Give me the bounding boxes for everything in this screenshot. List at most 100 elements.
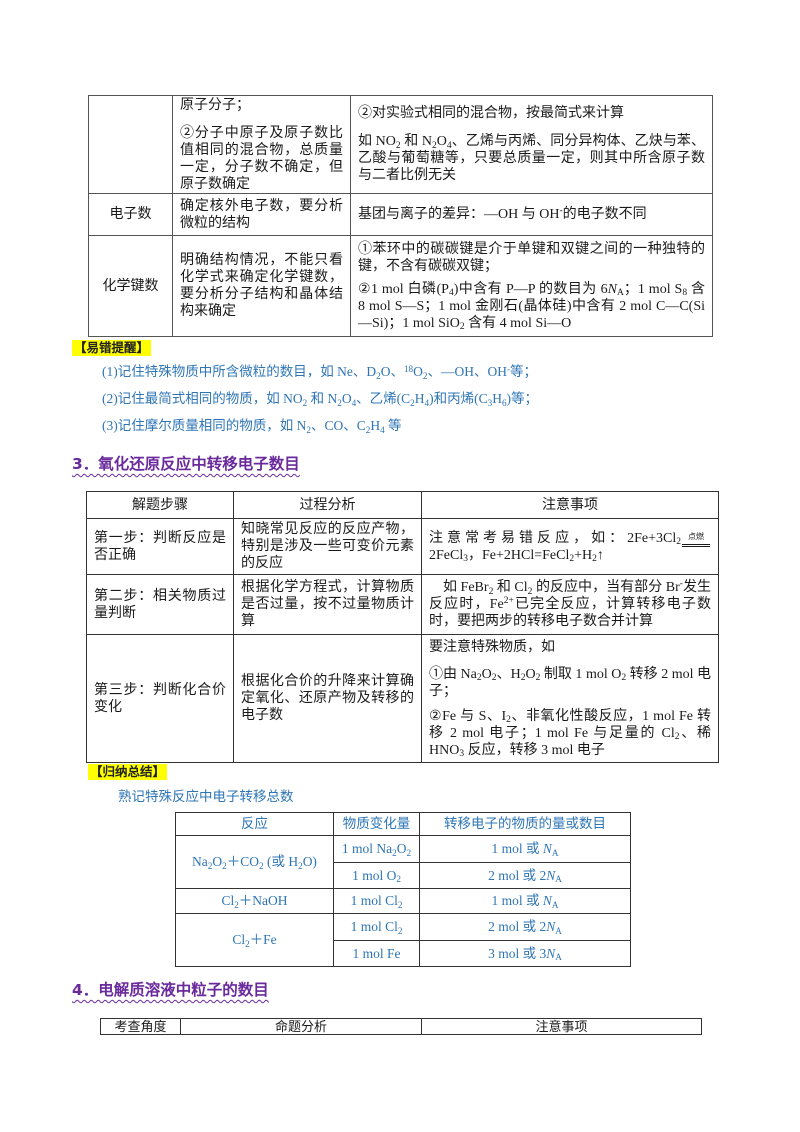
subscript: 2 [259,860,264,871]
reaction-cell: Cl2＋NaOH [175,888,334,914]
transfer-cell: 1 mol 或 NA [419,835,631,863]
superscript: - [679,579,683,590]
subscript: 2 [207,860,213,871]
italic-symbol: N [607,281,617,297]
subscript: 2 [592,554,597,565]
subscript: 2 [535,673,541,684]
subscript: 2 [674,732,680,743]
notes-cell: ①苯环中的碳碳键是介于单键和双键之间的一种独特的键，不含有碳碳双键； ②1 mo… [350,235,713,337]
table-row: 电子数 确定核外电子数，要分析微粒的结构 基团与离子的差异：—OH 与 OH-的… [88,193,713,236]
column-header: 注意事项 [421,1018,702,1035]
notes-text: 要注意特殊物质，如 [429,639,555,655]
analysis-cell: 根据化合价的升降来计算确定氧化、还原产物及转移的电子数 [233,634,422,763]
notes-cell: ②对实验式相同的混合物，按最简式来计算 如 NO2 和 N2O4、乙烯与丙烯、同… [350,95,713,194]
subscript: 2 [392,847,397,858]
tip-item: (2)记住最简式相同的物质，如 NO2 和 N2O4、乙烯(C2H4)和丙烯(C… [102,391,539,408]
italic-symbol: N [542,893,552,908]
subscript: 8 [682,288,688,299]
mistake-tips-label: 【易错提醒】 [72,340,152,356]
subscript: 4 [424,397,430,408]
subscript: 2 [376,370,381,381]
notes-text: ②1 mol 白磷(P4)中含有 P—P 的数目为 6NA；1 mol S8 含… [358,281,706,333]
table-row: 第二步：相关物质过量判断 根据化学方程式，计算物质是否过量，按不过量物质计算 如… [86,574,719,635]
subscript: 2 [527,586,533,597]
column-header: 命题分析 [180,1018,422,1035]
notes-text: ②Fe 与 S、I2、非氧化性酸反应，1 mol Fe 转移 2 mol 电子；… [429,708,712,760]
subscript: 2 [491,673,497,684]
section-heading: 4．电解质溶液中粒子的数目 [72,981,269,999]
subscript: 2 [569,554,575,565]
transfer-cell: 3 mol 或 3NA [419,940,631,967]
step-cell: 第一步：判断反应是否正确 [86,518,234,575]
subscript: A [555,952,562,963]
subscript: 3 [459,749,465,760]
subscript: A [551,899,559,910]
notes-cell: 如 FeBr2 和 Cl2 的反应中，当有部分 Br-发生反应时，Fe2+已完全… [421,574,719,635]
subscript: 2 [298,860,303,871]
subscript: 2 [431,140,437,151]
superscript: 2+ [503,596,514,607]
column-header: 反应 [175,812,334,836]
change-cell: 1 mol Cl2 [333,913,420,941]
column-header: 物质变化量 [333,812,420,836]
subscript: 4 [446,140,452,151]
notes-cell: 基团与离子的差异：—OH 与 OH-的电子数不同 [350,193,713,236]
table-row: 第三步：判断化合价变化 根据化合价的升降来计算确定氧化、还原产物及转移的电子数 … [86,634,719,763]
subscript: 2 [506,715,511,726]
italic-symbol: N [546,945,556,961]
table-row: Na2O2＋CO2 (或 H2O) 1 mol Na2O2 1 mol 或 NA [175,835,631,889]
column-header: 注意事项 [421,491,719,519]
step-cell: 第三步：判断化合价变化 [86,634,234,763]
subscript: 2 [396,874,401,885]
analysis-text: ②分子中原子及原子数比值相同的混合物，总质量一定，分子数不确定，但原子数确定 [180,125,343,192]
analysis-cell: 原子分子； ②分子中原子及原子数比值相同的混合物，总质量一定，分子数不确定，但原… [172,95,351,194]
aspect-cell: 化学键数 [88,235,173,337]
subscript: 6 [501,397,507,408]
italic-symbol: N [542,841,552,856]
analysis-cell: 明确结构情况，不能只看化学式来确定化学键数，要分析分子结构和晶体结构来确定 [172,235,351,337]
table-row: 原子分子； ②分子中原子及原子数比值相同的混合物，总质量一定，分子数不确定，但原… [88,95,713,194]
subscript: 2 [406,847,412,858]
subscript: A [617,288,624,299]
notes-text: ①苯环中的碳碳键是介于单键和双键之间的一种独特的键，不含有碳碳双键； [358,241,705,274]
analysis-cell: 确定核外电子数，要分析微粒的结构 [172,193,351,236]
redox-steps-table: 解题步骤 过程分析 注意事项 第一步：判断反应是否正确 知晓常见反应的反应产物，… [86,491,719,763]
reaction-condition: 点燃 [682,532,710,547]
subscript: A [555,874,562,885]
subscript: 2 [422,370,428,381]
subscript: 2 [520,673,526,684]
particle-count-table: 原子分子； ②分子中原子及原子数比值相同的混合物，总质量一定，分子数不确定，但原… [88,95,713,337]
table-row: Cl2＋NaOH 1 mol Cl2 1 mol 或 NA [175,888,631,914]
reaction-cell: Cl2＋Fe [175,913,334,967]
superscript: - [559,206,563,217]
electrolyte-table: 考查角度 命题分析 注意事项 [100,1018,702,1035]
table-header-row: 解题步骤 过程分析 注意事项 [86,491,719,519]
subscript: 2 [621,673,627,684]
subscript: A [551,847,559,858]
summary-intro: 熟记特殊反应中电子转移总数 [118,789,294,804]
table-header-row: 考查角度 命题分析 注意事项 [100,1018,702,1035]
change-cell: 1 mol O2 [333,862,420,889]
section-heading: 3．氧化还原反应中转移电子数目 [72,455,300,473]
superscript: - [506,363,511,374]
aspect-cell: 电子数 [88,193,173,236]
subscript: 2 [395,140,401,151]
notes-cell: 注意常考易错反应，如：2Fe+3Cl2点燃2FeCl3，Fe+2HCl=FeCl… [421,518,719,575]
italic-symbol: N [546,867,556,883]
analysis-text: 原子分子； [180,97,250,113]
table-header-row: 反应 物质变化量 转移电子的物质的量或数目 [175,812,631,836]
change-cell: 1 mol Na2O2 [333,835,420,863]
subscript: 4 [380,424,385,435]
subscript: A [555,925,562,936]
subscript: 2 [676,537,681,548]
subscript: 2 [476,673,482,684]
subscript: 2 [410,397,415,408]
subscript: 2 [397,925,403,936]
change-cell: 1 mol Fe [333,940,420,967]
table-row: 1 mol Fe 3 mol 或 3NA [176,940,631,967]
notes-text: 注意常考易错反应，如：2Fe+3Cl2点燃2FeCl3，Fe+2HCl=FeCl… [429,530,711,564]
subscript: 2 [459,322,465,333]
subscript: 4 [448,288,454,299]
tip-item: (3)记住摩尔质量相同的物质，如 N2、CO、C2H4 等 [102,418,402,435]
subscript: 3 [487,397,493,408]
